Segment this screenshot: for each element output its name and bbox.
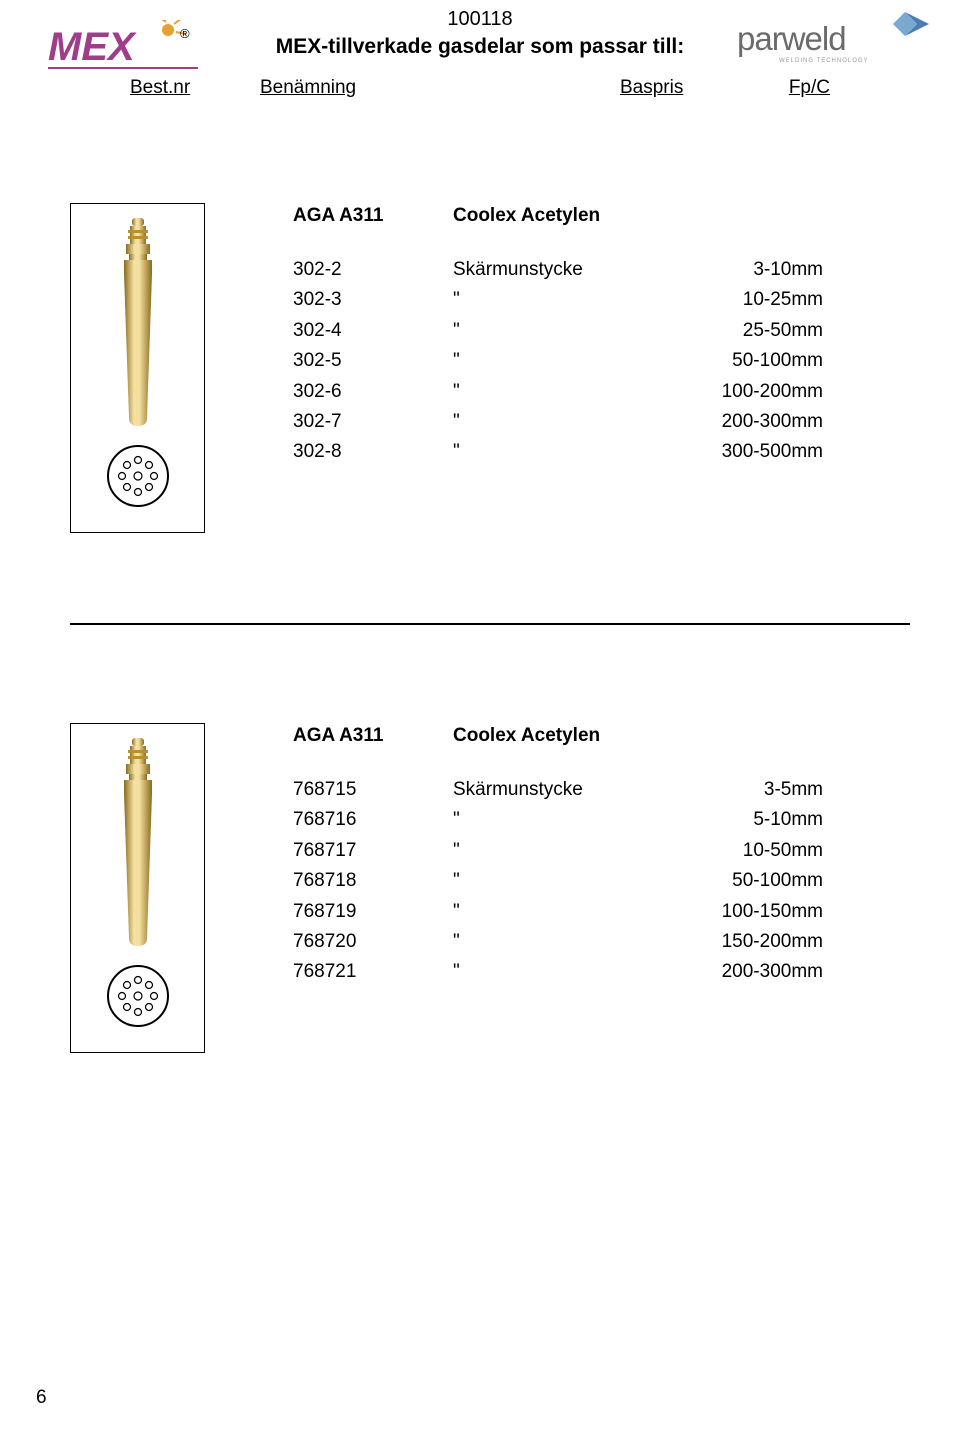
svg-text:®: ® (180, 26, 190, 41)
table-row: 768719"100-150mm (293, 897, 823, 927)
page-header: 100118 MEX-tillverkade gasdelar som pass… (0, 0, 960, 105)
col-header-benamning: Benämning (260, 77, 620, 99)
row-desc: Skärmunstycke (453, 255, 683, 285)
table-row: 768717"10-50mm (293, 836, 823, 866)
svg-text:parweld: parweld (737, 20, 846, 57)
page-number: 6 (36, 1387, 47, 1409)
table-row: 302-5"50-100mm (293, 346, 823, 376)
row-value: 100-200mm (683, 377, 823, 407)
table-row: 302-3"10-25mm (293, 285, 823, 315)
title-code-1: AGA A311 (293, 205, 453, 227)
table-title-2: AGA A311 Coolex Acetylen (293, 725, 823, 747)
image-column-1 (70, 203, 225, 533)
row-desc: " (453, 836, 683, 866)
row-value: 200-300mm (683, 407, 823, 437)
title-desc-1: Coolex Acetylen (453, 205, 600, 227)
row-desc: " (453, 316, 683, 346)
image-frame-2 (70, 723, 205, 1053)
row-id: 768717 (293, 836, 453, 866)
col-header-bestnr: Best.nr (130, 77, 260, 99)
row-id: 768718 (293, 866, 453, 896)
col-header-baspris: Baspris (620, 77, 770, 99)
table-row: 768716"5-10mm (293, 805, 823, 835)
row-desc: " (453, 285, 683, 315)
row-id: 302-2 (293, 255, 453, 285)
table-row: 302-7"200-300mm (293, 407, 823, 437)
data-column-2: AGA A311 Coolex Acetylen 768715Skärmunst… (225, 723, 823, 1053)
row-desc: " (453, 805, 683, 835)
row-desc: " (453, 897, 683, 927)
data-column-1: AGA A311 Coolex Acetylen 302-2Skärmunsty… (225, 203, 823, 533)
row-value: 100-150mm (683, 897, 823, 927)
table-row: 768721"200-300mm (293, 957, 823, 987)
row-desc: " (453, 346, 683, 376)
row-value: 10-25mm (683, 285, 823, 315)
title-desc-2: Coolex Acetylen (453, 725, 600, 747)
row-value: 3-5mm (683, 775, 823, 805)
row-value: 150-200mm (683, 927, 823, 957)
row-id: 302-3 (293, 285, 453, 315)
row-value: 3-10mm (683, 255, 823, 285)
row-value: 50-100mm (683, 866, 823, 896)
row-desc: " (453, 927, 683, 957)
row-desc: " (453, 866, 683, 896)
row-desc: " (453, 957, 683, 987)
section-divider (70, 623, 910, 625)
row-desc: Skärmunstycke (453, 775, 683, 805)
image-column-2 (70, 723, 225, 1053)
table-rows-1: 302-2Skärmunstycke3-10mm302-3"10-25mm302… (293, 255, 823, 468)
row-desc: " (453, 407, 683, 437)
table-row: 768718"50-100mm (293, 866, 823, 896)
section-1: AGA A311 Coolex Acetylen 302-2Skärmunsty… (0, 203, 960, 533)
table-rows-2: 768715Skärmunstycke3-5mm768716"5-10mm768… (293, 775, 823, 988)
table-row: 302-8"300-500mm (293, 437, 823, 467)
row-value: 10-50mm (683, 836, 823, 866)
row-value: 200-300mm (683, 957, 823, 987)
column-headers: Best.nr Benämning Baspris Fp/C (130, 77, 830, 105)
section-2: AGA A311 Coolex Acetylen 768715Skärmunst… (0, 723, 960, 1053)
svg-text:MEX: MEX (48, 25, 137, 69)
row-value: 25-50mm (683, 316, 823, 346)
title-code-2: AGA A311 (293, 725, 453, 747)
table-row: 768720"150-200mm (293, 927, 823, 957)
table-title-1: AGA A311 Coolex Acetylen (293, 205, 823, 227)
table-row: 302-2Skärmunstycke3-10mm (293, 255, 823, 285)
col-header-fpc: Fp/C (770, 77, 830, 99)
row-value: 5-10mm (683, 805, 823, 835)
row-id: 302-7 (293, 407, 453, 437)
table-row: 302-6"100-200mm (293, 377, 823, 407)
nozzle-cross-section-icon (104, 962, 172, 1030)
row-desc: " (453, 377, 683, 407)
nozzle-icon (118, 738, 158, 948)
row-desc: " (453, 437, 683, 467)
parweld-logo: parweld WELDING TECHNOLOGY (737, 10, 932, 71)
nozzle-icon (118, 218, 158, 428)
image-frame-1 (70, 203, 205, 533)
table-row: 302-4"25-50mm (293, 316, 823, 346)
nozzle-cross-section-icon (104, 442, 172, 510)
row-id: 768715 (293, 775, 453, 805)
row-id: 768720 (293, 927, 453, 957)
row-id: 768721 (293, 957, 453, 987)
row-id: 768716 (293, 805, 453, 835)
mex-logo: MEX ® (48, 20, 213, 77)
row-id: 302-8 (293, 437, 453, 467)
row-id: 768719 (293, 897, 453, 927)
svg-text:WELDING TECHNOLOGY: WELDING TECHNOLOGY (779, 58, 869, 64)
row-id: 302-4 (293, 316, 453, 346)
row-value: 50-100mm (683, 346, 823, 376)
row-value: 300-500mm (683, 437, 823, 467)
row-id: 302-6 (293, 377, 453, 407)
row-id: 302-5 (293, 346, 453, 376)
table-row: 768715Skärmunstycke3-5mm (293, 775, 823, 805)
